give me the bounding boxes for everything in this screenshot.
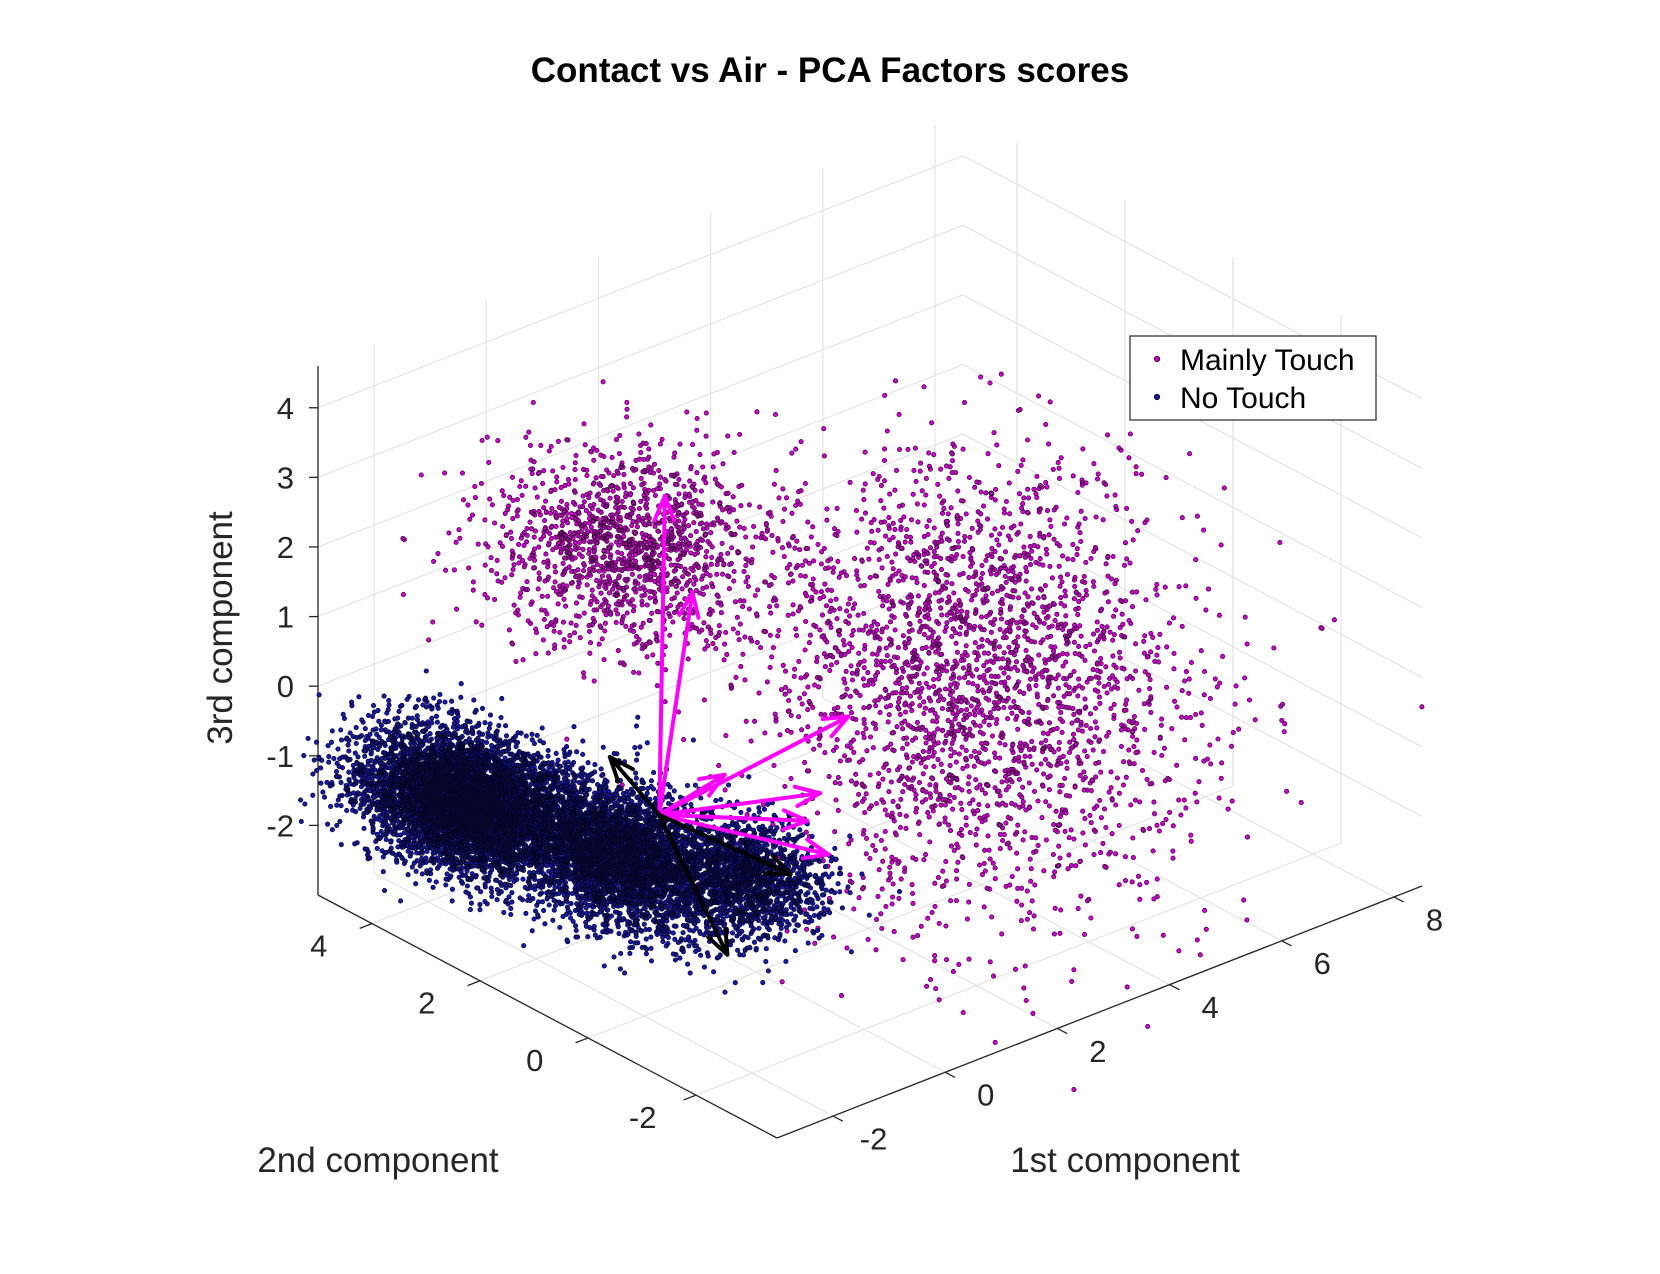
- legend-label-no-touch: No Touch: [1180, 382, 1306, 415]
- loading-vector-head: [677, 590, 701, 620]
- x-axis-line: [776, 885, 1423, 1139]
- y-axis-label: 2nd component: [257, 1141, 499, 1180]
- y-axis-line: [317, 894, 778, 1139]
- loading-vector-head: [800, 837, 831, 861]
- loading-vector: [657, 791, 823, 817]
- x-tick-mark: [944, 1071, 956, 1078]
- legend-box: [1129, 335, 1377, 421]
- loading-vector: [657, 812, 793, 877]
- z-tick-label: 1: [277, 600, 294, 635]
- gridline: [962, 364, 1423, 609]
- chart-title: Contact vs Air - PCA Factors scores: [531, 51, 1129, 90]
- x-tick-mark: [1393, 896, 1404, 903]
- scatter-points: [298, 371, 1425, 1093]
- loading-vector: [607, 755, 662, 817]
- x-tick-label: 4: [1201, 990, 1218, 1025]
- gridline: [587, 785, 1234, 1039]
- loading-vector-head: [697, 772, 727, 798]
- loading-vector-head: [706, 926, 730, 957]
- y-tick-mark: [467, 980, 481, 987]
- x-tick-label: 2: [1089, 1034, 1106, 1069]
- gridline: [962, 503, 1423, 748]
- z-tick-label: -2: [266, 808, 294, 843]
- x-tick-mark: [1281, 940, 1292, 947]
- gridline: [317, 364, 964, 618]
- y-tick-label: 0: [526, 1043, 543, 1078]
- loading-vector-head: [792, 784, 823, 808]
- loading-vector-head: [781, 808, 810, 832]
- axes-lines: [309, 366, 1423, 1139]
- gridline: [317, 224, 964, 478]
- z-tick-label: 4: [277, 391, 294, 426]
- gridline: [710, 741, 1170, 986]
- gridline: [962, 433, 1423, 678]
- gridline: [317, 155, 964, 409]
- loading-vector-head: [762, 853, 793, 877]
- gridline: [373, 872, 834, 1117]
- legend-marker-mainly-touch: [1153, 355, 1161, 363]
- gridline: [317, 503, 964, 757]
- loading-vector: [657, 590, 695, 817]
- gridline: [317, 294, 964, 548]
- gridline: [317, 433, 964, 687]
- x-tick-label: 6: [1314, 946, 1331, 981]
- tick-labels: -2 0 2 4 6 8 -2 0 2 4 -2 -1 0 1 2 3 4: [266, 391, 1443, 1157]
- gridline: [695, 842, 1342, 1096]
- loading-vector: [657, 714, 851, 817]
- y-tick-label: 4: [310, 928, 327, 963]
- loading-vector-head: [652, 493, 677, 523]
- loading-vector: [657, 493, 667, 817]
- gridline: [822, 697, 1283, 942]
- series-points-mainly-touch: [400, 371, 1425, 1093]
- y-tick-mark: [575, 1037, 589, 1044]
- y-tick-label: 2: [418, 986, 435, 1021]
- axes-grid: [317, 124, 1423, 1117]
- loading-vectors: [607, 493, 851, 957]
- legend: Mainly Touch No Touch: [1129, 335, 1377, 421]
- gridline: [962, 572, 1423, 817]
- z-tick-label: -1: [266, 739, 294, 774]
- x-tick-label: -2: [860, 1122, 888, 1157]
- gridline: [934, 653, 1395, 898]
- legend-label-mainly-touch: Mainly Touch: [1180, 344, 1355, 377]
- x-axis-label: 1st component: [1010, 1141, 1240, 1180]
- x-tick-mark: [1169, 984, 1180, 991]
- loading-vector: [657, 812, 810, 823]
- x-tick-label: 0: [977, 1078, 994, 1113]
- loading-vector-head: [607, 755, 635, 784]
- y-tick-mark: [359, 922, 373, 930]
- z-tick-label: 0: [277, 669, 294, 704]
- loading-vector: [657, 812, 831, 857]
- y-tick-label: -2: [629, 1100, 657, 1135]
- z-axis-label: 3rd component: [201, 511, 240, 745]
- loading-vector-head: [820, 714, 851, 739]
- loading-vector: [657, 812, 730, 957]
- legend-marker-no-touch: [1153, 393, 1161, 401]
- x-tick-label: 8: [1426, 902, 1443, 937]
- z-tick-label: 3: [277, 460, 294, 495]
- series-points-no-touch: [298, 668, 903, 995]
- x-tick-mark: [1057, 1027, 1068, 1035]
- z-tick-label: 2: [277, 530, 294, 565]
- x-tick-mark: [832, 1115, 844, 1122]
- y-tick-mark: [683, 1094, 697, 1101]
